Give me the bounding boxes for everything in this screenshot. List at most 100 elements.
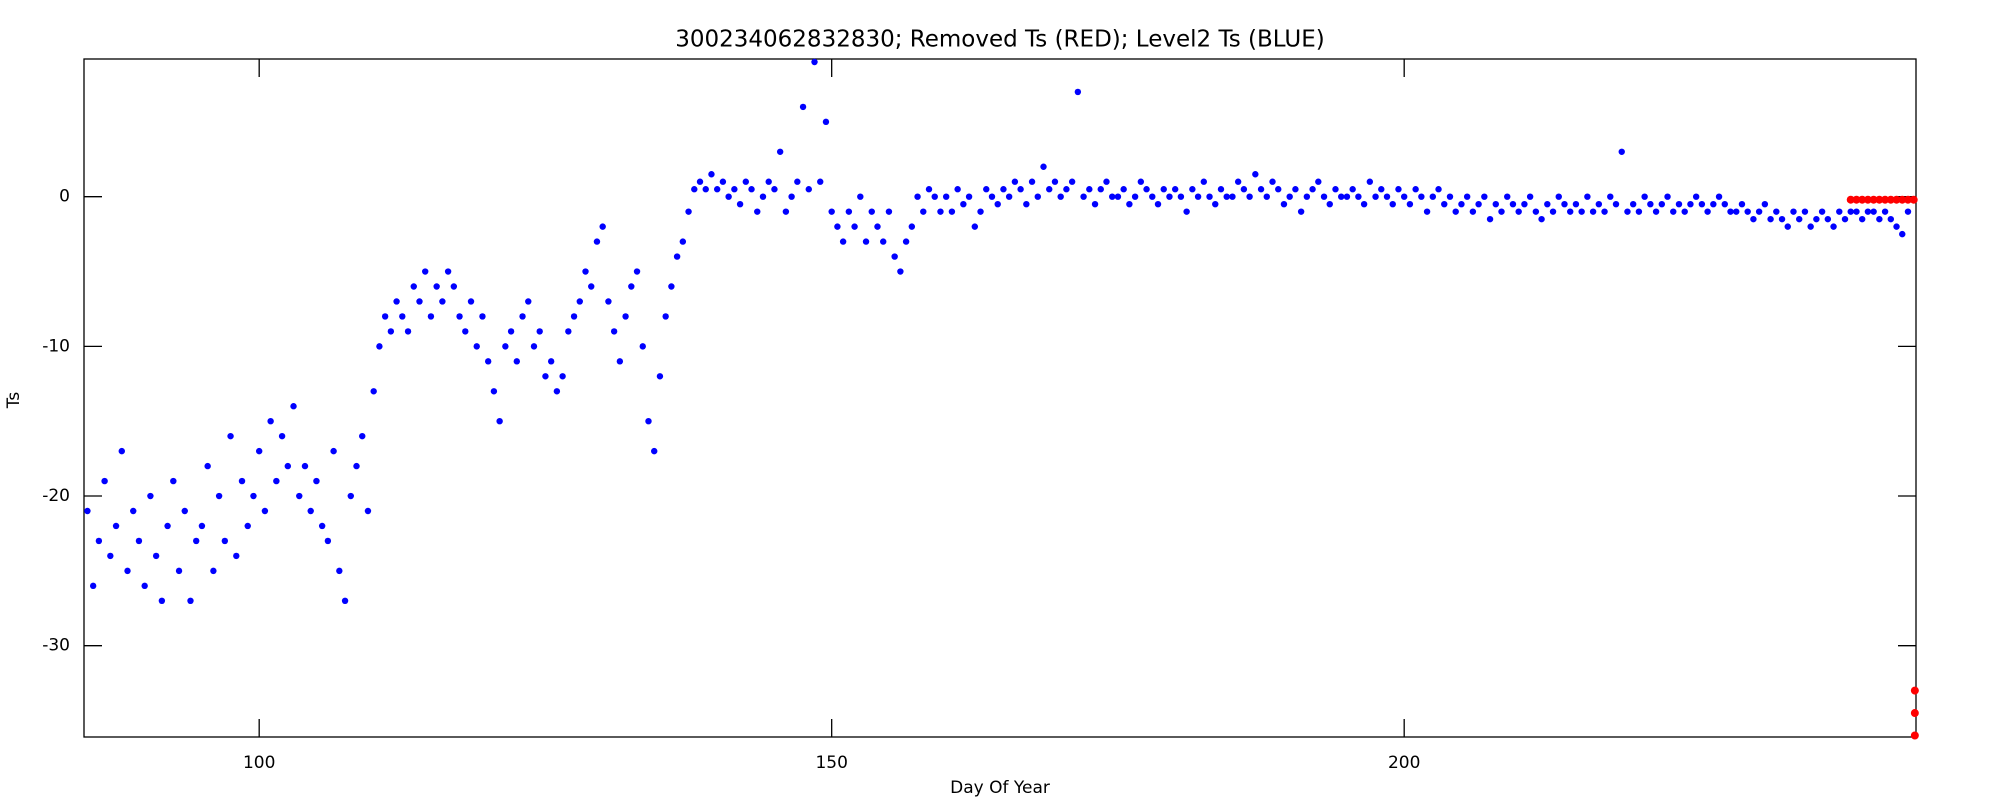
data-point: [1567, 208, 1574, 215]
data-point: [817, 178, 824, 185]
data-point: [1687, 200, 1694, 208]
data-point: [284, 462, 292, 470]
data-point: [1309, 186, 1316, 193]
data-point: [370, 388, 377, 395]
data-point: [1761, 200, 1769, 208]
data-point: [1881, 195, 1890, 204]
data-point: [433, 283, 440, 290]
data-point: [547, 358, 555, 365]
data-point: [576, 298, 583, 305]
data-point: [399, 313, 406, 320]
data-point: [754, 208, 761, 215]
data-point: [1887, 215, 1895, 223]
data-point: [1269, 178, 1276, 185]
data-point: [1624, 208, 1631, 215]
data-point: [130, 507, 137, 515]
data-point: [473, 343, 480, 350]
data-point: [1028, 178, 1036, 185]
data-point: [622, 313, 629, 320]
data-point: [954, 186, 961, 193]
data-point: [1773, 208, 1780, 215]
data-point: [1909, 195, 1918, 204]
data-point: [1435, 186, 1442, 193]
data-point: [1338, 193, 1345, 200]
data-point: [1349, 186, 1356, 193]
data-point: [507, 328, 515, 335]
data-point: [1847, 208, 1854, 215]
y-tick-label: -10: [42, 336, 70, 356]
data-point: [1584, 193, 1591, 200]
data-point: [977, 208, 984, 215]
data-point: [1114, 193, 1122, 200]
data-point: [1504, 193, 1511, 200]
data-point: [462, 328, 469, 335]
data-point: [525, 298, 532, 305]
data-point: [942, 193, 950, 200]
data-point: [782, 208, 790, 215]
data-point: [1046, 186, 1053, 193]
data-point: [1767, 215, 1774, 223]
data-point: [204, 462, 211, 470]
data-point: [1796, 215, 1803, 223]
data-point: [1509, 200, 1517, 208]
data-point: [1778, 215, 1786, 223]
data-point: [1733, 208, 1740, 215]
data-point: [381, 313, 389, 320]
data-point: [1801, 208, 1809, 215]
data-point: [702, 186, 709, 193]
data-point: [536, 328, 543, 335]
data-point: [1372, 193, 1379, 200]
data-point: [1446, 193, 1454, 200]
data-point: [925, 186, 933, 193]
data-point: [599, 223, 606, 230]
data-point: [324, 537, 332, 545]
data-point: [1389, 200, 1396, 208]
data-point: [1498, 208, 1505, 215]
data-point: [1023, 200, 1030, 208]
data-point: [1332, 186, 1339, 193]
data-point: [1383, 193, 1391, 200]
data-point: [845, 208, 853, 215]
data-point: [1263, 193, 1270, 200]
data-point: [1475, 200, 1482, 208]
data-point: [1166, 193, 1173, 200]
data-point: [296, 492, 303, 500]
data-point: [1555, 193, 1562, 200]
data-point: [1870, 208, 1877, 215]
data-point: [1858, 195, 1867, 204]
data-point: [1154, 200, 1162, 208]
data-point: [124, 567, 131, 575]
data-point: [765, 178, 772, 185]
data-point: [914, 193, 921, 200]
data-point: [1521, 200, 1528, 208]
data-point: [1658, 200, 1666, 208]
data-point: [1286, 193, 1293, 200]
data-point: [651, 447, 658, 455]
data-point: [1492, 200, 1499, 208]
data-point: [1538, 215, 1545, 223]
data-point: [347, 492, 354, 500]
data-point: [101, 477, 108, 485]
data-point: [1572, 200, 1580, 208]
plot-frame: [83, 58, 1917, 738]
data-point: [152, 552, 160, 560]
data-point: [862, 238, 870, 245]
data-point: [857, 193, 864, 200]
data-point: [1257, 186, 1265, 193]
data-point: [719, 178, 727, 185]
data-point: [1406, 200, 1414, 208]
data-point: [1017, 186, 1024, 193]
data-point: [1057, 193, 1064, 200]
data-point: [1486, 215, 1494, 223]
data-point: [1629, 200, 1637, 208]
data-point: [673, 253, 681, 260]
data-point: [1727, 208, 1734, 215]
data-point: [1607, 193, 1614, 200]
data-point: [1177, 193, 1185, 200]
data-point: [1063, 186, 1070, 193]
data-point: [1532, 208, 1540, 215]
data-point: [147, 492, 154, 500]
data-point: [696, 178, 704, 185]
data-point: [1034, 193, 1041, 200]
